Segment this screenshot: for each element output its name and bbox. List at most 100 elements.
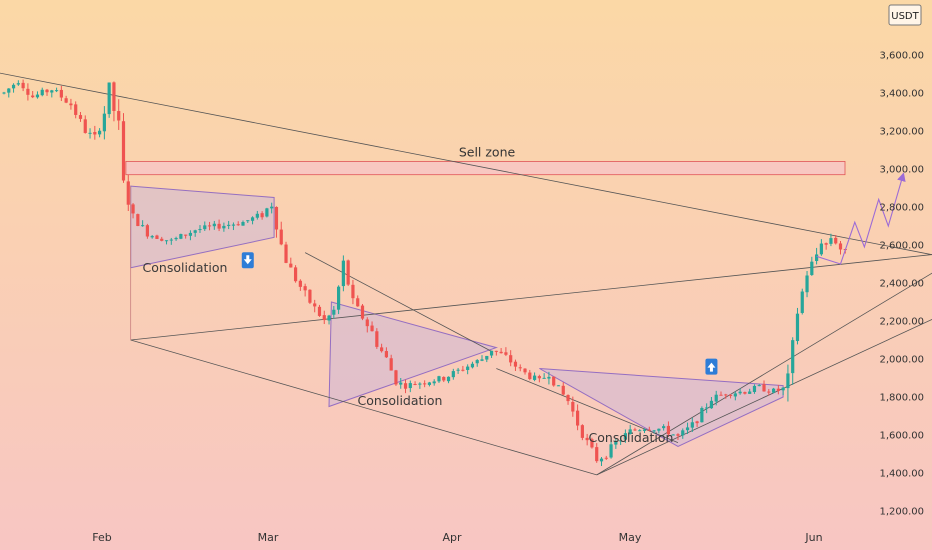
candle-body: [131, 204, 135, 214]
candle-body: [513, 361, 518, 367]
candle-body: [647, 429, 651, 431]
candle-body: [222, 225, 226, 229]
candle: [126, 175, 130, 212]
candle-body: [370, 325, 374, 332]
candle: [102, 106, 106, 140]
candle-body: [810, 261, 814, 275]
down-arrow-icon: [241, 252, 254, 269]
candle-body: [628, 429, 632, 435]
candle: [78, 111, 83, 122]
candle: [227, 220, 231, 230]
currency-label: USDT: [891, 11, 919, 22]
trendline: [130, 339, 597, 476]
candle: [700, 406, 704, 423]
candle-body: [384, 351, 388, 358]
candle-body: [700, 408, 704, 423]
candle-body: [83, 119, 87, 133]
date-tick-label: Jun: [804, 531, 822, 544]
candle: [781, 387, 785, 396]
candle: [313, 299, 317, 313]
candle: [222, 222, 226, 232]
price-tick-label: 1,400.00: [879, 469, 924, 480]
candle-body: [690, 422, 694, 428]
candle: [188, 230, 193, 241]
candle-body: [466, 366, 470, 370]
candle: [145, 223, 149, 239]
trendline: [304, 252, 492, 352]
candle: [475, 359, 479, 367]
candle: [542, 373, 546, 379]
candle-body: [728, 394, 733, 396]
candle-body: [365, 319, 369, 327]
candle-body: [236, 224, 240, 226]
candle: [31, 90, 35, 99]
candle-body: [786, 373, 790, 389]
arrow-glyph: [707, 362, 716, 372]
candle-body: [246, 220, 250, 222]
date-tick-label: Mar: [258, 531, 279, 544]
candle-body: [150, 236, 154, 238]
candle-body: [585, 437, 589, 441]
candle: [791, 337, 795, 385]
candle-body: [532, 375, 537, 380]
candle-body: [241, 222, 245, 226]
candle: [590, 437, 594, 449]
candle-body: [733, 393, 737, 397]
candle-body: [418, 383, 422, 385]
candle-body: [16, 83, 20, 85]
candle: [160, 236, 164, 242]
candle: [466, 364, 470, 375]
price-tick-label: 3,200.00: [879, 127, 924, 138]
candle: [666, 421, 671, 437]
projection-path: [816, 172, 906, 265]
candle: [752, 384, 757, 394]
candle-body: [819, 243, 823, 255]
candle: [633, 427, 637, 431]
candle-body: [64, 98, 68, 103]
candle-body: [40, 89, 44, 96]
candle: [566, 394, 570, 405]
consolidation-label: Consolidation: [358, 393, 443, 408]
candle: [346, 259, 350, 286]
candle: [246, 220, 250, 223]
candle: [561, 382, 565, 396]
candle-body: [724, 394, 728, 396]
candle: [762, 380, 766, 392]
price-tick-label: 2,000.00: [879, 355, 924, 366]
candle-body: [341, 260, 345, 287]
currency-badge[interactable]: USDT: [888, 4, 922, 26]
price-axis[interactable]: 1,200.00 1,400.00 1,600.00 1,800.00 2,000.00…: [879, 51, 924, 518]
candle-body: [791, 340, 795, 374]
candle-body: [403, 383, 408, 389]
candle-body: [795, 313, 800, 342]
trendline: [0, 72, 932, 256]
candle-body: [375, 331, 379, 347]
candle-body: [743, 392, 747, 394]
candle-body: [475, 360, 479, 364]
candle: [45, 88, 49, 96]
candle: [532, 372, 537, 382]
price-tick-label: 3,000.00: [879, 165, 924, 176]
candle: [657, 428, 661, 434]
candle-body: [317, 306, 322, 316]
candle: [16, 80, 20, 86]
time-axis[interactable]: Feb Mar Apr May Jun: [92, 531, 822, 544]
candle-body: [255, 213, 259, 218]
candle-body: [322, 315, 326, 321]
arrow-glyph: [243, 255, 252, 265]
candle: [341, 255, 345, 292]
candle: [64, 95, 68, 104]
candle-body: [571, 401, 575, 412]
candle-body: [289, 263, 293, 268]
candle-body: [98, 130, 102, 135]
candle-body: [762, 384, 766, 392]
price-tick-label: 3,400.00: [879, 89, 924, 100]
candle: [681, 428, 685, 439]
candle-body: [595, 447, 599, 462]
candle: [265, 207, 269, 218]
candle-body: [303, 286, 307, 291]
trendline: [596, 272, 932, 476]
candle: [337, 285, 341, 315]
candle-body: [399, 382, 403, 385]
